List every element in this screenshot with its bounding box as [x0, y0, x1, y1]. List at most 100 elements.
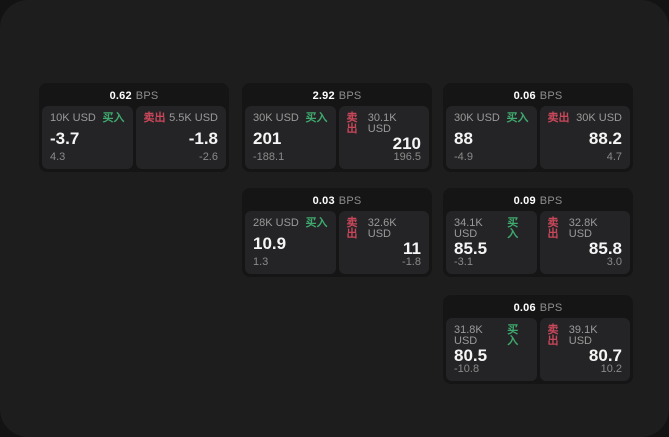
sell-panel-header: 卖出 32.8K USD [548, 218, 623, 240]
sell-delta: -1.8 [402, 256, 421, 268]
sell-quote-panel[interactable]: 卖出 30.1K USD 210 196.5 [338, 106, 429, 169]
sell-amount: 32.6K USD [367, 217, 397, 240]
buy-amount: 30K USD [253, 112, 299, 124]
quote-card-6: 0.06 BPS 31.8K USD 买入 80.5 -10.8 卖出 39.1… [443, 295, 633, 384]
sell-amount: 30K USD [576, 112, 622, 124]
sell-quote-panel[interactable]: 卖出 32.6K USD 11 -1.8 [338, 211, 429, 274]
bps-value: 0.09 [513, 195, 536, 207]
sell-delta: 3.0 [606, 256, 622, 268]
bps-unit-label: BPS [338, 90, 362, 102]
sell-panel-header: 卖出 5.5K USD [144, 113, 219, 124]
bps-unit-label: BPS [539, 302, 563, 314]
buy-panel-header: 30K USD 买入 [253, 113, 328, 124]
card-header: 0.06 BPS [446, 298, 630, 318]
card-body: 34.1K USD 买入 85.5 -3.1 卖出 32.8K USD 85.8… [446, 211, 630, 274]
buy-price: -3.7 [50, 128, 80, 148]
buy-delta: -188.1 [253, 151, 285, 163]
bps-value: 0.06 [513, 90, 536, 102]
buy-quote-panel[interactable]: 34.1K USD 买入 85.5 -3.1 [446, 211, 537, 274]
sell-panel-header: 卖出 32.6K USD [347, 218, 422, 240]
buy-price: 88 [454, 128, 473, 148]
quote-card-1: 0.62 BPS 10K USD 买入 -3.7 4.3 卖出 5.5K USD… [39, 83, 229, 172]
sell-price: 80.7 [588, 346, 622, 365]
bps-value: 0.06 [513, 302, 536, 314]
sell-price: 11 [403, 239, 421, 258]
buy-amount: 10K USD [50, 112, 96, 124]
buy-quote-panel[interactable]: 28K USD 买入 10.9 1.3 [245, 211, 336, 274]
sell-label: 卖出 [547, 112, 570, 124]
buy-amount: 30K USD [454, 112, 500, 124]
sell-amount: 5.5K USD [169, 112, 218, 124]
buy-panel-header: 31.8K USD 买入 [454, 325, 529, 347]
buy-label: 买入 [507, 324, 519, 347]
buy-price: 80.5 [454, 346, 488, 365]
bps-unit-label: BPS [539, 90, 563, 102]
sell-quote-panel[interactable]: 卖出 30K USD 88.2 4.7 [539, 106, 630, 169]
sell-amount: 39.1K USD [568, 324, 598, 347]
card-header: 2.92 BPS [245, 86, 429, 106]
card-body: 30K USD 买入 201 -188.1 卖出 30.1K USD 210 1… [245, 106, 429, 169]
sell-delta: -2.6 [199, 151, 218, 163]
buy-label: 买入 [506, 112, 529, 124]
sell-panel-header: 卖出 39.1K USD [548, 325, 623, 347]
buy-delta: 4.3 [50, 151, 66, 163]
sell-price: 88.2 [588, 128, 622, 148]
bps-unit-label: BPS [539, 195, 563, 207]
sell-label: 卖出 [547, 324, 559, 347]
buy-label: 买入 [305, 112, 328, 124]
buy-delta: -4.9 [454, 151, 473, 163]
buy-amount: 34.1K USD [454, 217, 483, 240]
buy-amount: 31.8K USD [454, 324, 483, 347]
sell-quote-panel[interactable]: 卖出 5.5K USD -1.8 -2.6 [135, 106, 226, 169]
buy-panel-header: 28K USD 买入 [253, 218, 328, 229]
sell-price: 210 [392, 134, 421, 153]
card-header: 0.62 BPS [42, 86, 226, 106]
buy-label: 买入 [102, 112, 125, 124]
sell-quote-panel[interactable]: 卖出 32.8K USD 85.8 3.0 [539, 211, 630, 274]
sell-delta: 10.2 [600, 363, 622, 375]
buy-delta: -3.1 [454, 256, 473, 268]
buy-amount: 28K USD [253, 217, 299, 229]
sell-label: 卖出 [547, 217, 559, 240]
sell-label: 卖出 [143, 112, 166, 124]
sell-price: 85.8 [588, 239, 622, 258]
sell-delta: 196.5 [393, 151, 421, 163]
bps-value: 0.62 [109, 90, 132, 102]
buy-price: 10.9 [253, 233, 287, 253]
buy-panel-header: 10K USD 买入 [50, 113, 125, 124]
buy-quote-panel[interactable]: 30K USD 买入 88 -4.9 [446, 106, 537, 169]
sell-panel-header: 卖出 30.1K USD [347, 113, 422, 135]
sell-label: 卖出 [346, 217, 358, 240]
bps-value: 0.03 [312, 195, 335, 207]
quote-card-2: 2.92 BPS 30K USD 买入 201 -188.1 卖出 30.1K … [242, 83, 432, 172]
quote-card-5: 0.09 BPS 34.1K USD 买入 85.5 -3.1 卖出 32.8K… [443, 188, 633, 277]
bps-unit-label: BPS [338, 195, 362, 207]
sell-delta: 4.7 [606, 151, 622, 163]
quote-card-3: 0.06 BPS 30K USD 买入 88 -4.9 卖出 30K USD 8… [443, 83, 633, 172]
buy-label: 买入 [305, 217, 328, 229]
buy-panel-header: 30K USD 买入 [454, 113, 529, 124]
buy-price: 201 [253, 128, 282, 148]
buy-quote-panel[interactable]: 10K USD 买入 -3.7 4.3 [42, 106, 133, 169]
buy-quote-panel[interactable]: 31.8K USD 买入 80.5 -10.8 [446, 318, 537, 381]
sell-label: 卖出 [346, 112, 358, 135]
quote-card-4: 0.03 BPS 28K USD 买入 10.9 1.3 卖出 32.6K US… [242, 188, 432, 277]
buy-quote-panel[interactable]: 30K USD 买入 201 -188.1 [245, 106, 336, 169]
card-body: 10K USD 买入 -3.7 4.3 卖出 5.5K USD -1.8 -2.… [42, 106, 226, 169]
card-header: 0.06 BPS [446, 86, 630, 106]
buy-panel-header: 34.1K USD 买入 [454, 218, 529, 240]
buy-price: 85.5 [454, 239, 488, 258]
card-body: 28K USD 买入 10.9 1.3 卖出 32.6K USD 11 -1.8 [245, 211, 429, 274]
buy-label: 买入 [507, 217, 519, 240]
sell-quote-panel[interactable]: 卖出 39.1K USD 80.7 10.2 [539, 318, 630, 381]
sell-amount: 30.1K USD [367, 112, 397, 135]
bps-unit-label: BPS [135, 90, 159, 102]
card-header: 0.03 BPS [245, 191, 429, 211]
sell-panel-header: 卖出 30K USD [548, 113, 623, 124]
sell-amount: 32.8K USD [568, 217, 598, 240]
bps-value: 2.92 [312, 90, 335, 102]
card-header: 0.09 BPS [446, 191, 630, 211]
sell-price: -1.8 [188, 128, 218, 148]
buy-delta: -10.8 [454, 363, 480, 375]
